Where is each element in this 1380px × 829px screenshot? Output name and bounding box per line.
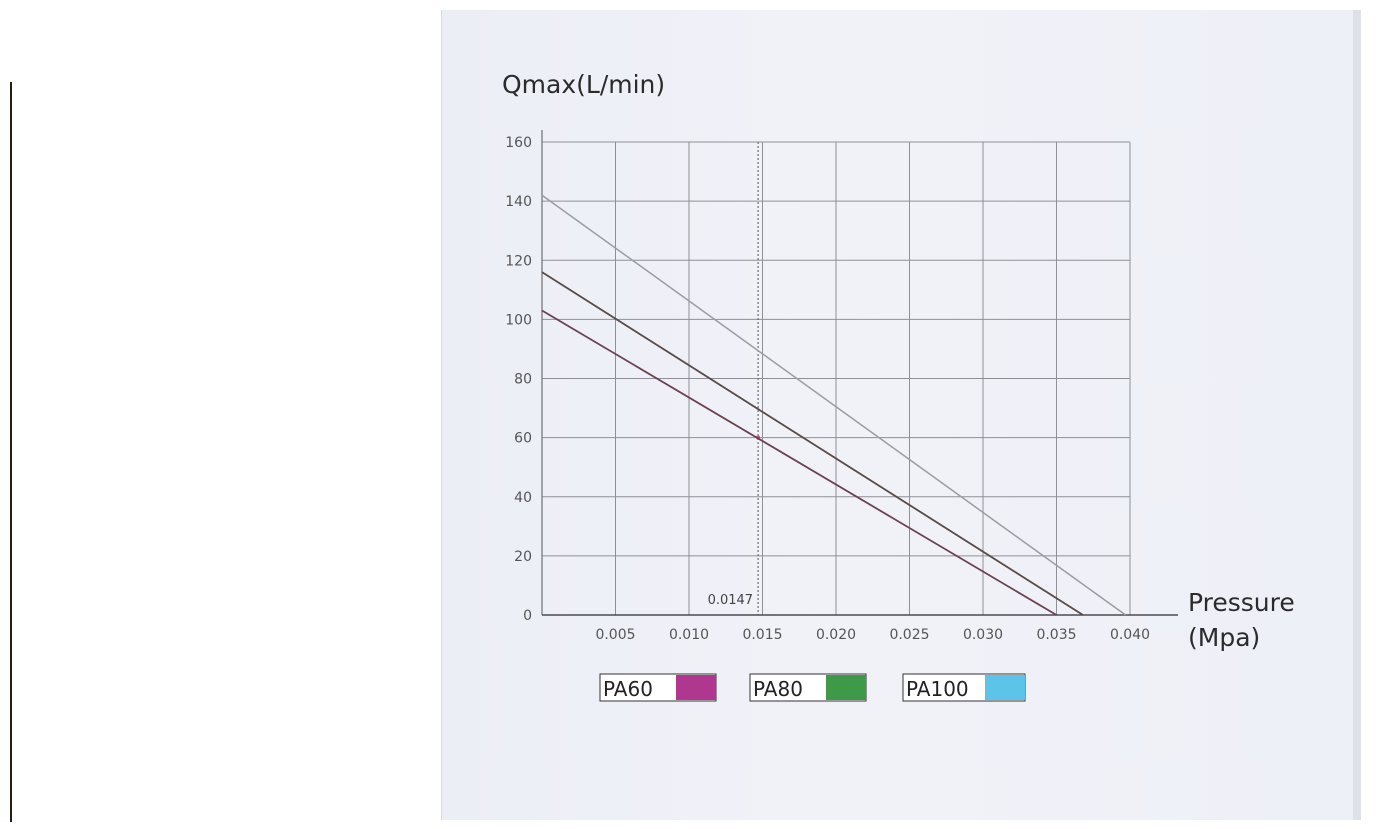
chart-legend: PA60 PA80 PA100 [599, 673, 1026, 702]
series-line-pa60 [541, 309, 1057, 616]
x-tick-label: 0.010 [669, 627, 709, 643]
y-tick-label: 100 [505, 312, 532, 328]
left-border-line [10, 82, 12, 822]
y-tick-label: 0 [523, 608, 532, 624]
legend-swatch [985, 675, 1025, 700]
paper-edge [1353, 10, 1361, 820]
y-tick-label: 140 [505, 194, 532, 210]
y-tick-label: 20 [514, 549, 532, 565]
y-axis-title: Qmax(L/min) [502, 70, 665, 99]
chart-axes [541, 130, 1178, 616]
series-line-pa100 [541, 194, 1127, 616]
chart-grid [542, 141, 1131, 615]
annotation-label: 0.0147 [708, 593, 754, 608]
x-tick-label: 0.040 [1110, 627, 1150, 643]
x-tick-label: 0.025 [889, 627, 929, 643]
series-line-pa80 [541, 271, 1084, 616]
paper-background [441, 10, 1361, 820]
legend-swatch [676, 675, 716, 700]
y-tick-label: 40 [514, 490, 532, 506]
chart-series [541, 194, 1127, 616]
legend-label: PA80 [753, 677, 803, 701]
x-tick-label: 0.020 [816, 627, 856, 643]
legend-label: PA60 [603, 677, 653, 701]
y-tick-label: 120 [505, 253, 532, 269]
y-tick-label: 80 [514, 372, 532, 388]
legend-item-pa100: PA100 [902, 673, 1026, 702]
x-tick-label: 0.015 [742, 627, 782, 643]
x-tick-label: 0.030 [963, 627, 1003, 643]
y-tick-label: 160 [505, 135, 532, 151]
x-tick-label: 0.035 [1036, 627, 1076, 643]
legend-item-pa60: PA60 [599, 673, 717, 702]
chart-tick-labels: 0 20 40 60 80 100 120 140 160 0.005 0.010 0.015 0.02… [505, 135, 1150, 643]
x-axis-title-line2: (Mpa) [1188, 623, 1260, 652]
y-tick-label: 60 [514, 431, 532, 447]
legend-item-pa80: PA80 [749, 673, 867, 702]
legend-label: PA100 [906, 677, 969, 701]
x-axis-title-line1: Pressure [1188, 588, 1295, 617]
x-tick-label: 0.005 [595, 627, 635, 643]
legend-swatch [826, 675, 866, 700]
